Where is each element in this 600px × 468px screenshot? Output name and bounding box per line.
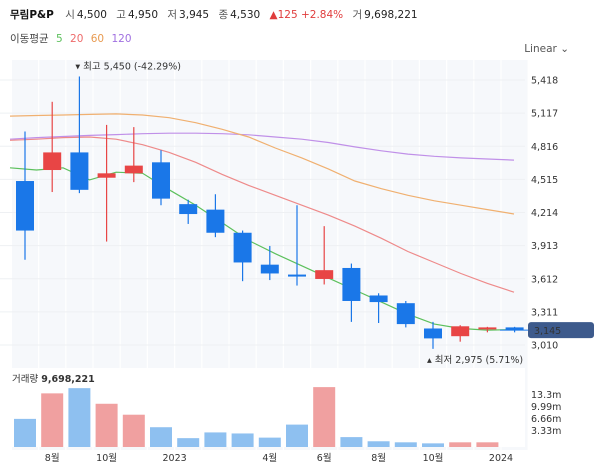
high-label: 고: [116, 9, 126, 21]
volume-tick-label: 3.33m: [531, 426, 561, 437]
volume-bar[interactable]: [231, 433, 254, 447]
high-value: 4,950: [127, 9, 159, 21]
candle-body[interactable]: [505, 327, 524, 331]
x-tick-label: 2023: [163, 453, 187, 464]
ma-legend-label: 이동평균: [10, 33, 49, 45]
stock-summary-header: 무림P&P 시 4,500 고 4,950 저 3,945 종 4,530 ▲125 +…: [10, 7, 424, 22]
high-annotation: ▾ 최고 5,450 (-42.29%): [75, 61, 181, 72]
ma20-legend[interactable]: 20: [70, 33, 84, 45]
volume-bar[interactable]: [95, 403, 118, 447]
price-tick-label: 5,418: [531, 76, 558, 87]
candle-body[interactable]: [43, 152, 62, 171]
candle-body[interactable]: [97, 173, 116, 178]
price-tick-label: 4,816: [531, 142, 558, 153]
volume-bar[interactable]: [41, 393, 64, 447]
volume-bar[interactable]: [150, 427, 172, 447]
candle-body[interactable]: [478, 327, 497, 330]
price-tick-label: 3,612: [531, 274, 558, 285]
candle-body[interactable]: [152, 162, 170, 199]
last-price-label: 3,145: [534, 326, 561, 337]
volume-tick-label: 6.66m: [531, 414, 561, 425]
volume-bar[interactable]: [340, 437, 363, 447]
candle-body[interactable]: [451, 326, 470, 337]
x-tick-label: 8월: [45, 452, 60, 464]
candle-body[interactable]: [206, 209, 225, 233]
volume-label: 거: [352, 9, 363, 21]
ma5-line: [9, 167, 515, 331]
volume-bar[interactable]: [476, 442, 499, 447]
candle-body[interactable]: [16, 181, 34, 231]
close-value: 4,530: [230, 9, 261, 21]
price-tick-label: 4,214: [531, 208, 558, 219]
stock-name: 무림P&P: [10, 9, 54, 21]
volume-bar[interactable]: [286, 424, 308, 447]
candle-body[interactable]: [424, 328, 442, 339]
candle-body[interactable]: [124, 165, 143, 174]
candle-body[interactable]: [315, 270, 334, 279]
low-annotation: ▴ 최저 2,975 (5.71%): [427, 355, 523, 366]
low-value: 3,945: [179, 9, 210, 21]
scale-toggle[interactable]: Linear ⌄: [524, 43, 569, 55]
volume-bar[interactable]: [68, 388, 91, 447]
candle-body[interactable]: [233, 232, 252, 263]
candle-body[interactable]: [342, 267, 361, 301]
x-tick-label: 8월: [371, 452, 386, 464]
candle-body[interactable]: [396, 303, 415, 325]
ma5-legend[interactable]: 5: [55, 33, 63, 45]
ma20-line: [9, 136, 515, 293]
x-tick-label: 2024: [489, 453, 513, 464]
open-label: 시: [65, 9, 75, 21]
ma120-line: [9, 132, 515, 161]
open-value: 4,500: [76, 9, 107, 21]
volume-bar[interactable]: [367, 441, 390, 447]
price-tick-label: 5,117: [531, 109, 558, 120]
change-value: ▲125 +2.84%: [269, 9, 344, 21]
volume-tick-label: 13.3m: [531, 390, 561, 401]
x-tick-label: 6월: [317, 452, 332, 464]
volume-bar[interactable]: [204, 432, 227, 447]
low-label: 저: [167, 9, 178, 21]
price-tick-label: 3,010: [531, 341, 558, 352]
volume-value: 9,698,221: [364, 9, 418, 21]
volume-bar[interactable]: [258, 437, 281, 447]
x-tick-label: 10월: [423, 452, 444, 464]
volume-bar[interactable]: [177, 438, 200, 447]
ma60-line: [9, 113, 515, 215]
price-tick-label: 3,311: [531, 307, 558, 318]
volume-bar[interactable]: [14, 418, 36, 447]
moving-average-legend[interactable]: 이동평균 5 20 60 120: [10, 31, 132, 46]
volume-title: 거래량 9,698,221: [12, 373, 95, 385]
volume-tick-label: 9.99m: [531, 402, 561, 413]
x-tick-label: 10월: [96, 452, 117, 464]
ma60-legend[interactable]: 60: [90, 33, 105, 45]
candle-body[interactable]: [288, 274, 306, 277]
x-tick-label: 4월: [262, 452, 277, 464]
candle-body[interactable]: [260, 264, 279, 274]
volume-bar[interactable]: [122, 414, 145, 447]
price-tick-label: 4,515: [531, 175, 558, 186]
volume-bar[interactable]: [449, 442, 472, 447]
close-label: 종: [218, 9, 229, 21]
ma120-legend[interactable]: 120: [111, 33, 132, 45]
price-tick-label: 3,913: [531, 241, 558, 252]
volume-panel: [7, 368, 525, 447]
volume-bar[interactable]: [422, 443, 444, 447]
candle-body[interactable]: [369, 295, 388, 303]
scale-label: Linear: [524, 43, 557, 55]
candle-body[interactable]: [179, 204, 198, 215]
candle-body[interactable]: [70, 152, 89, 190]
last-price-badge: [528, 322, 594, 339]
volume-bar[interactable]: [394, 442, 417, 447]
volume-bar[interactable]: [313, 387, 336, 447]
chevron-down-icon: ⌄: [560, 43, 569, 55]
